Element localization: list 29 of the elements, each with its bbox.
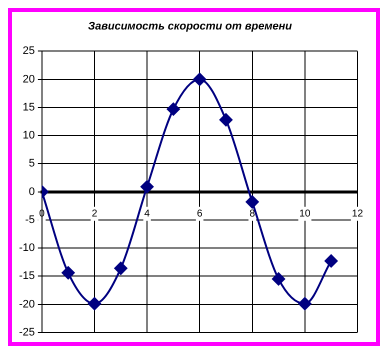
- y-tick-label: 0: [28, 186, 35, 198]
- x-tick-label: 8: [249, 208, 256, 220]
- y-tick-label: 10: [22, 130, 35, 142]
- point: [114, 262, 128, 275]
- point: [62, 266, 75, 280]
- y-tick-label: -5: [25, 214, 35, 226]
- y-tick-label: 25: [22, 45, 35, 58]
- chart-title: Зависимость скорости от времени: [88, 20, 292, 33]
- point: [166, 102, 180, 116]
- point: [219, 113, 232, 126]
- x-tick-label: 10: [299, 208, 311, 220]
- x-tick-label: 2: [92, 208, 98, 220]
- y-tick-label: -20: [18, 298, 35, 310]
- x-tick-label: 4: [144, 208, 150, 220]
- point: [140, 180, 154, 194]
- x-tick-label: 6: [196, 208, 203, 220]
- y-tick-label: 15: [22, 101, 35, 114]
- point: [88, 297, 101, 310]
- x-tick-label: 12: [352, 208, 364, 220]
- point: [272, 272, 286, 286]
- y-tick-label: 5: [28, 158, 35, 170]
- point: [298, 297, 312, 310]
- point: [193, 72, 206, 86]
- y-tick-label: -10: [18, 242, 35, 254]
- point: [324, 254, 338, 268]
- y-tick-label: -15: [18, 270, 35, 282]
- y-tick-label: -25: [18, 326, 35, 338]
- point: [246, 195, 259, 208]
- y-tick-label: 20: [22, 73, 35, 86]
